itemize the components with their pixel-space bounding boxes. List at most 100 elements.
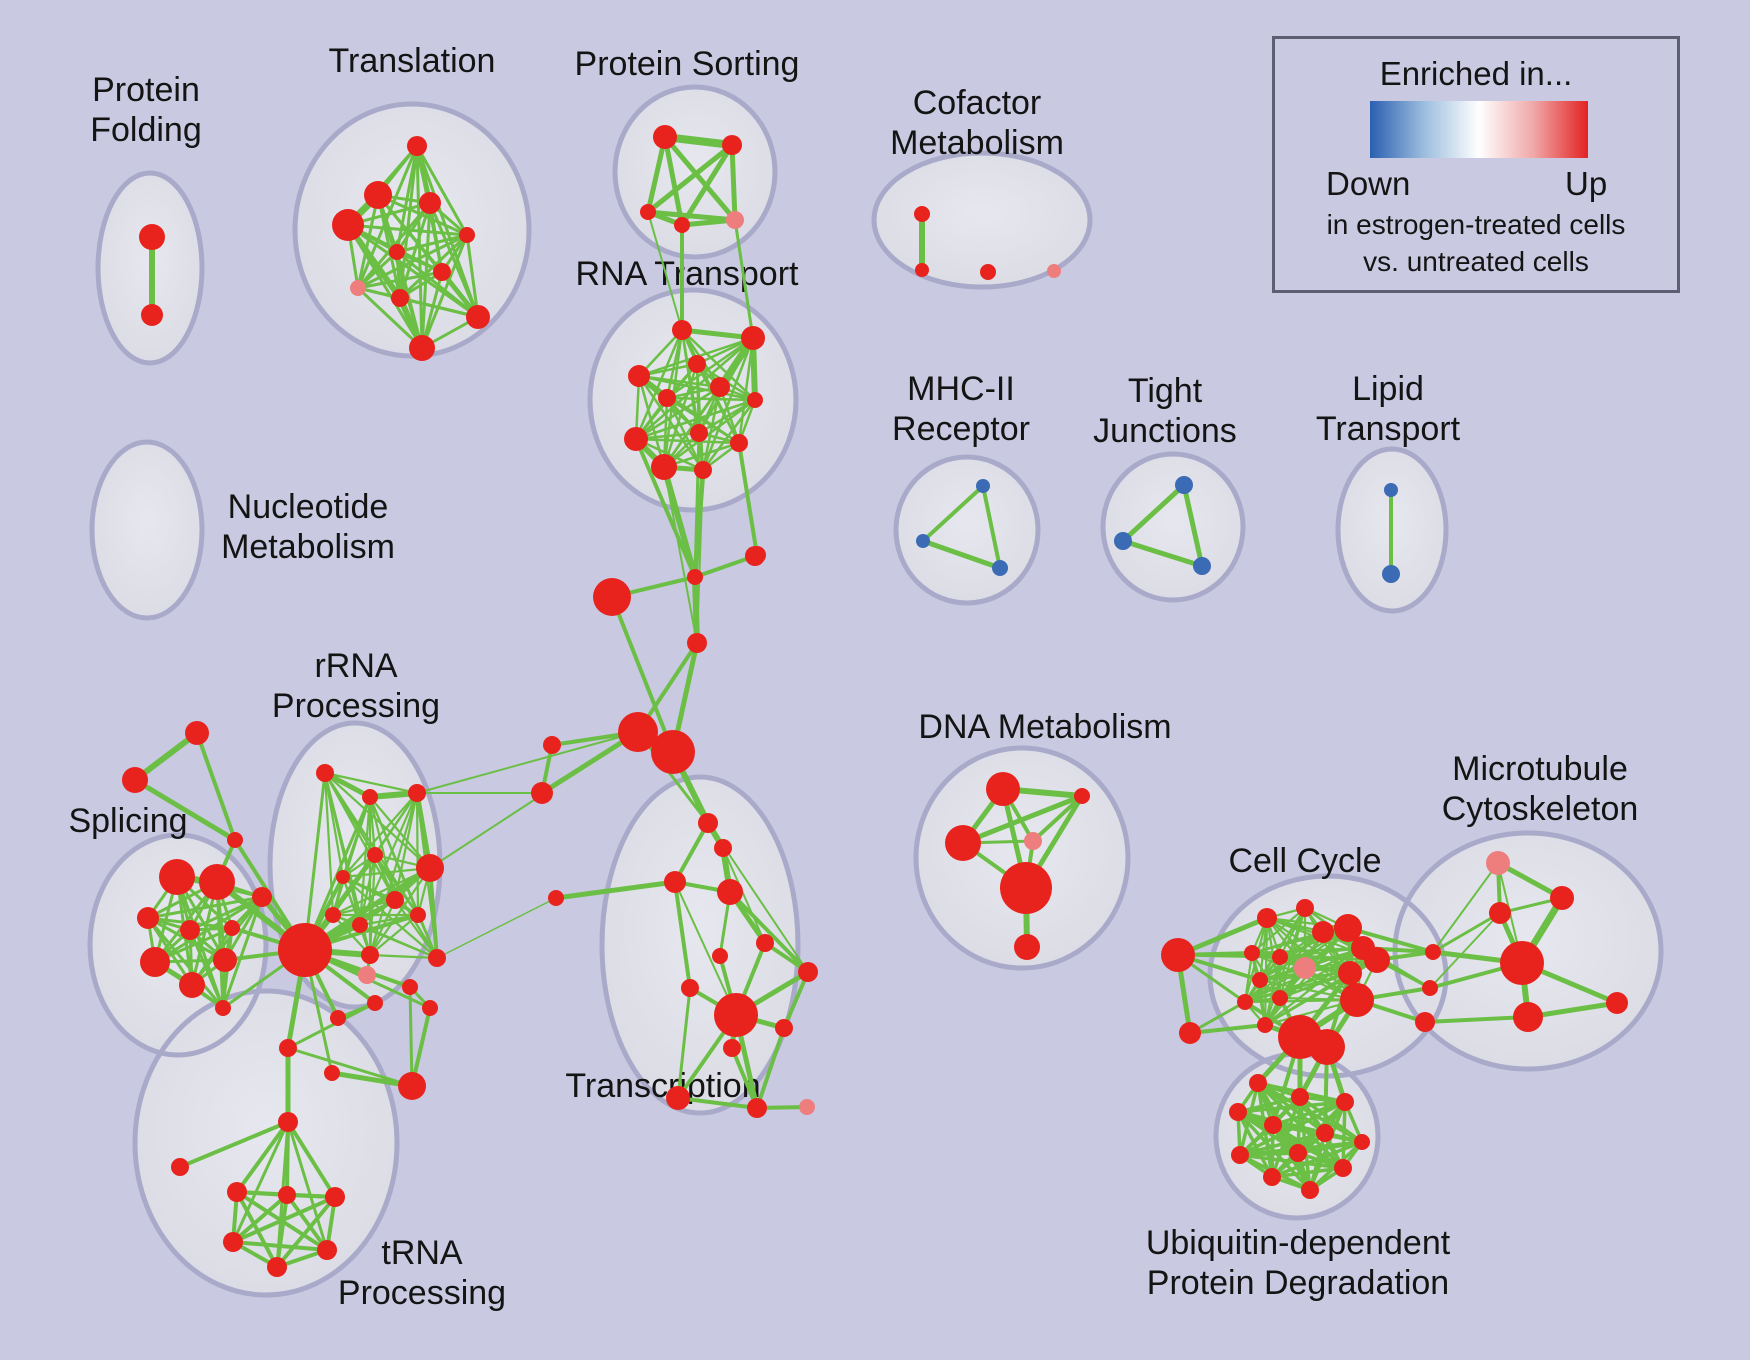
node-sp2 xyxy=(199,864,235,900)
cluster-label-tight-junctions-line1: Tight xyxy=(1128,372,1203,410)
node-l3 xyxy=(548,890,564,906)
node-ps1 xyxy=(653,125,677,149)
cluster-border-lipid-transport xyxy=(1335,446,1449,614)
node-sp3 xyxy=(137,907,159,929)
node-st1 xyxy=(185,721,209,745)
node-ccl xyxy=(1161,938,1195,972)
node-t6 xyxy=(389,244,405,260)
node-l2 xyxy=(531,782,553,804)
cluster-label-splicing-line1: Splicing xyxy=(68,802,187,840)
node-mt3 xyxy=(1513,1002,1543,1032)
node-t10 xyxy=(466,305,490,329)
node-ub8 xyxy=(1231,1146,1249,1164)
cluster-label-cofactor-metabolism-line1: Cofactor xyxy=(913,84,1042,122)
legend-gradient-bar xyxy=(1370,101,1588,158)
node-cc4 xyxy=(1272,949,1288,965)
cluster-border-dna-metabolism xyxy=(913,745,1131,971)
node-rr17 xyxy=(367,995,383,1011)
node-r9 xyxy=(624,427,648,451)
node-th2 xyxy=(278,1112,298,1132)
node-rr6 xyxy=(386,891,404,909)
cluster-label-microtubule-cytoskeleton-line1: Microtubule xyxy=(1452,750,1628,788)
node-sp4 xyxy=(180,920,200,940)
legend-down-label: Down xyxy=(1326,165,1411,202)
node-c4 xyxy=(687,633,707,653)
node-ub2 xyxy=(1291,1088,1309,1106)
node-st3 xyxy=(227,832,243,848)
legend-up-label: Up xyxy=(1565,165,1608,202)
node-sp8 xyxy=(213,948,237,972)
node-tn5 xyxy=(317,1240,337,1260)
node-ub4 xyxy=(1229,1103,1247,1121)
node-ps4 xyxy=(674,217,690,233)
node-cf1 xyxy=(914,206,930,222)
node-mt4 xyxy=(1606,992,1628,1014)
node-mh3 xyxy=(992,560,1008,576)
node-br3 xyxy=(324,1065,340,1081)
node-tc2 xyxy=(714,839,732,857)
node-t3 xyxy=(419,192,441,214)
node-layer xyxy=(122,125,1628,1277)
node-cc15 xyxy=(1364,947,1390,973)
node-tn2 xyxy=(278,1186,296,1204)
node-rr1 xyxy=(316,764,334,782)
node-rr8 xyxy=(416,854,444,882)
node-rr11 xyxy=(361,946,379,964)
cluster-border-cofactor-metabolism xyxy=(871,150,1093,290)
node-tx9 xyxy=(747,1098,767,1118)
cluster-border-rna-transport xyxy=(587,287,799,513)
node-mh2 xyxy=(916,534,930,548)
node-t1 xyxy=(407,136,427,156)
node-t5 xyxy=(459,227,475,243)
cluster-label-protein-folding-line2: Folding xyxy=(90,111,202,149)
node-r3 xyxy=(688,355,706,373)
node-lt1 xyxy=(1384,483,1398,497)
cluster-label-trna-processing-line1: tRNA xyxy=(381,1234,463,1272)
node-br2 xyxy=(398,1072,426,1100)
node-rr10 xyxy=(352,917,368,933)
node-tj3 xyxy=(1193,557,1211,575)
node-ub1 xyxy=(1249,1074,1267,1092)
legend-title: Enriched in... xyxy=(1379,55,1573,92)
node-ps2 xyxy=(722,135,742,155)
cluster-label-rrna-processing-line2: Processing xyxy=(272,687,440,725)
cluster-nucleotide-metabolism xyxy=(92,442,202,618)
cluster-label-tight-junctions-line2: Junctions xyxy=(1093,412,1237,450)
cluster-border-nucleotide-metabolism xyxy=(89,439,205,621)
node-sp6 xyxy=(140,947,170,977)
node-rr13 xyxy=(402,979,418,995)
node-tc4 xyxy=(717,879,743,905)
node-tn3 xyxy=(325,1187,345,1207)
cluster-border-tight-junctions xyxy=(1100,451,1246,603)
node-pf1 xyxy=(139,224,165,250)
node-cc1 xyxy=(1257,908,1277,928)
node-t7 xyxy=(433,263,451,281)
cluster-border-protein-folding xyxy=(95,170,205,366)
node-tx7 xyxy=(723,1039,741,1057)
node-cc14 xyxy=(1340,983,1374,1017)
cluster-label-trna-processing-line2: Processing xyxy=(338,1274,506,1312)
node-tx8 xyxy=(666,1086,690,1110)
cluster-label-ubiquitin-degradation-line1: Ubiquitin-dependent xyxy=(1146,1224,1451,1262)
node-cc13 xyxy=(1338,961,1362,985)
cluster-label-lipid-transport-line2: Transport xyxy=(1316,410,1461,448)
node-cc9 xyxy=(1257,1017,1273,1033)
cluster-label-mhc-ii-receptor-line2: Receptor xyxy=(892,410,1030,448)
legend: Enriched in... Down Up in estrogen-treat… xyxy=(1272,36,1680,293)
node-r11 xyxy=(651,454,677,480)
node-cn3 xyxy=(1415,1012,1435,1032)
node-r2 xyxy=(741,326,765,350)
node-c6 xyxy=(651,730,695,774)
node-br1 xyxy=(330,1010,346,1026)
node-r12 xyxy=(694,461,712,479)
node-tx2 xyxy=(756,934,774,952)
node-tx6 xyxy=(775,1019,793,1037)
cluster-border-transcription xyxy=(599,774,801,1116)
cluster-label-rrna-processing-line1: rRNA xyxy=(314,647,397,685)
node-c1 xyxy=(687,569,703,585)
node-t8 xyxy=(350,280,366,296)
node-dm2 xyxy=(1074,788,1090,804)
node-rr12 xyxy=(358,966,376,984)
node-pf2 xyxy=(141,304,163,326)
